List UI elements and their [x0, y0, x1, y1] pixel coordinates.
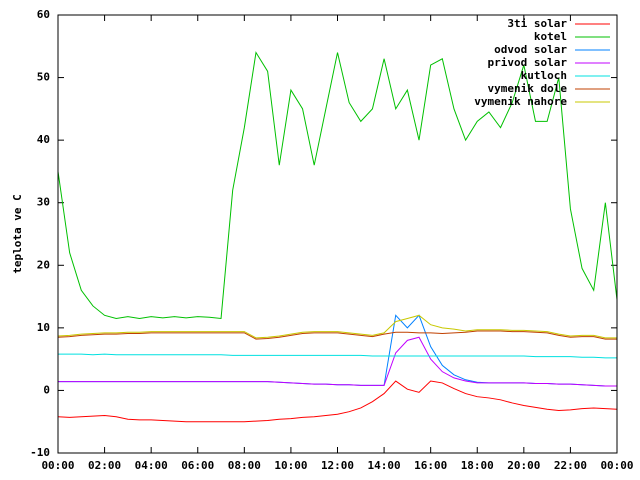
legend-label: kotel: [534, 30, 567, 43]
series-line: [58, 336, 617, 387]
x-tick-label: 22:00: [554, 459, 587, 472]
series-line: [57, 380, 618, 423]
legend-label: odvod solar: [494, 43, 567, 56]
x-tick-label: 20:00: [507, 459, 540, 472]
series-line: [57, 330, 617, 340]
legend-label: vymenik dole: [488, 82, 568, 95]
x-tick-label: 06:00: [181, 459, 214, 472]
y-tick-label: 30: [37, 196, 50, 209]
legend-label: vymenik nahore: [474, 95, 567, 108]
x-tick-label: 08:00: [228, 459, 261, 472]
x-tick-label: 16:00: [414, 459, 447, 472]
legend-label: 3ti solar: [507, 17, 567, 30]
y-tick-label: 40: [37, 133, 50, 146]
y-tick-label: -10: [30, 446, 50, 459]
y-axis-label: teplota ve C: [11, 194, 24, 273]
x-tick-label: 18:00: [461, 459, 494, 472]
x-tick-label: 00:00: [600, 459, 633, 472]
y-tick-label: 0: [43, 383, 50, 396]
y-tick-label: 60: [37, 8, 50, 21]
x-tick-label: 02:00: [88, 459, 121, 472]
series-line: [57, 51, 618, 320]
y-tick-label: 20: [37, 258, 50, 271]
y-tick-label: 50: [37, 71, 50, 84]
plot-border: [57, 14, 618, 454]
x-tick-label: 00:00: [41, 459, 74, 472]
series-line: [58, 353, 617, 359]
legend-label: kutloch: [521, 69, 567, 82]
series-line: [57, 314, 617, 339]
x-tick-label: 10:00: [274, 459, 307, 472]
x-tick-label: 12:00: [321, 459, 354, 472]
x-tick-label: 04:00: [135, 459, 168, 472]
legend-label: privod solar: [488, 56, 568, 69]
y-tick-label: 10: [37, 321, 50, 334]
x-tick-label: 14:00: [368, 459, 401, 472]
